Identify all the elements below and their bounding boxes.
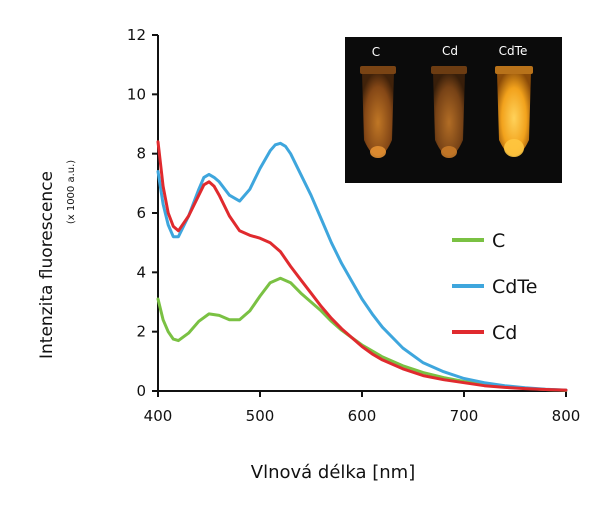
y-tick-label: 8: [136, 145, 146, 163]
series-line-c: [156, 276, 568, 392]
inset-photo: C Cd CdTe: [345, 37, 562, 183]
y-tick-label: 0: [136, 382, 146, 400]
axes: 0 2 4 6 8 10 12 400 500 600 700 800: [127, 26, 580, 425]
y-tick-label: 6: [136, 204, 146, 222]
y-tick-label: 4: [136, 263, 146, 281]
y-axis-unit-label: (x 1000 a.u.): [66, 160, 77, 224]
legend-label-cdte: CdTe: [492, 276, 537, 298]
x-tick-label: 700: [450, 407, 479, 425]
x-tick-label: 600: [348, 407, 377, 425]
y-axis-title: Intenzita fluorescence: [37, 171, 57, 359]
x-tick-label: 800: [552, 407, 581, 425]
y-axis-unit: (x 1000 a.u.): [66, 160, 77, 224]
y-tick-label: 12: [127, 26, 146, 44]
series-line-cd: [156, 140, 568, 392]
x-ticks: 400 500 600 700 800: [144, 391, 581, 425]
legend-label-cd: Cd: [492, 322, 517, 344]
x-tick-label: 400: [144, 407, 173, 425]
y-tick-label: 10: [127, 85, 146, 103]
y-tick-label: 2: [136, 323, 146, 341]
x-tick-label: 500: [246, 407, 275, 425]
inset-label-cd: Cd: [442, 44, 458, 58]
inset-label-cdte: CdTe: [499, 44, 528, 58]
tube-cdte: [495, 66, 533, 157]
tube-cd: [431, 66, 467, 158]
series-line-cdte: [156, 141, 568, 392]
tube-c: [360, 66, 396, 158]
y-ticks: 0 2 4 6 8 10 12: [127, 26, 158, 400]
series-lines: [156, 140, 568, 392]
legend-label-c: C: [492, 230, 505, 252]
inset-label-c: C: [372, 45, 380, 59]
x-axis-label: Vlnová délka [nm]: [251, 462, 416, 483]
legend: C CdTe Cd: [452, 230, 537, 344]
y-axis-label: Intenzita fluorescence: [37, 171, 57, 359]
